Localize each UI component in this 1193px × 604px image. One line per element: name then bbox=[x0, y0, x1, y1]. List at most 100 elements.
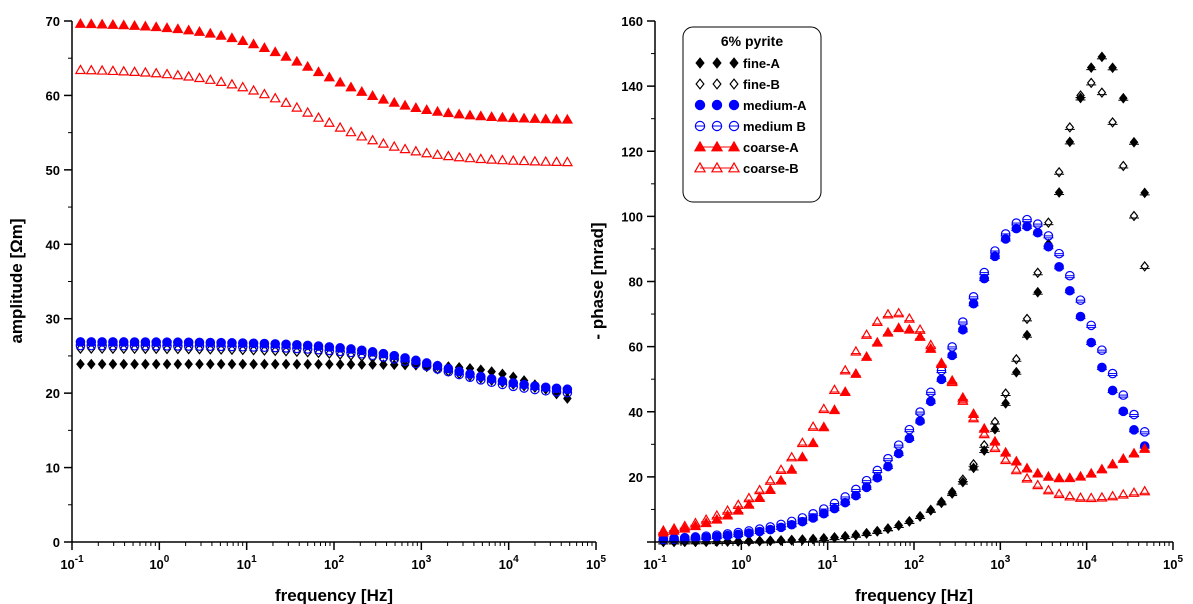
data-point bbox=[925, 339, 937, 350]
data-point bbox=[150, 21, 162, 32]
amplitude-x-tick-label: 103 bbox=[411, 554, 431, 572]
data-point bbox=[119, 358, 129, 370]
data-point bbox=[903, 323, 916, 334]
data-point bbox=[76, 358, 85, 370]
data-point bbox=[947, 350, 957, 361]
data-point bbox=[776, 535, 786, 546]
data-point bbox=[883, 461, 893, 472]
data-point bbox=[1012, 366, 1021, 378]
data-point bbox=[443, 363, 454, 374]
data-point bbox=[335, 358, 345, 370]
data-point bbox=[151, 358, 161, 370]
data-point bbox=[421, 104, 433, 114]
data-point bbox=[1097, 87, 1107, 98]
data-point bbox=[753, 484, 766, 495]
data-point bbox=[893, 448, 904, 459]
legend-marker bbox=[695, 57, 705, 69]
legend-item: medium B bbox=[694, 119, 806, 134]
data-point bbox=[399, 99, 411, 110]
phase-series-medium-b bbox=[658, 214, 1150, 544]
data-point bbox=[872, 472, 883, 483]
legend-marker bbox=[729, 78, 739, 90]
data-point bbox=[238, 344, 248, 356]
data-point bbox=[323, 71, 335, 82]
phase-chart: 10-1 100 101 102 103 104 105 20 40 60 80 100 120 140 1… bbox=[588, 14, 1183, 604]
data-point bbox=[1053, 472, 1065, 483]
data-point bbox=[238, 358, 248, 370]
data-point bbox=[161, 68, 173, 79]
data-point bbox=[1033, 286, 1043, 298]
data-point bbox=[508, 378, 519, 388]
amplitude-data-marks bbox=[74, 18, 574, 404]
amplitude-ticks: 10-1 100 101 102 103 104 105 0 10 20 30 40 50 60 70 bbox=[46, 14, 607, 572]
data-point bbox=[529, 155, 541, 166]
legend-items: fine-A fine-B medium-A medium B coarse-A coar… bbox=[693, 56, 807, 176]
data-point bbox=[1117, 488, 1129, 499]
data-point bbox=[1010, 464, 1022, 475]
data-point bbox=[851, 529, 861, 541]
data-point bbox=[377, 93, 390, 104]
data-point bbox=[882, 326, 894, 337]
legend-marker bbox=[727, 161, 741, 173]
data-point bbox=[851, 529, 861, 541]
data-point bbox=[260, 358, 269, 370]
data-point bbox=[807, 421, 819, 431]
phase-y-tick-label: 120 bbox=[621, 144, 643, 159]
data-point bbox=[1128, 447, 1140, 458]
data-point bbox=[519, 379, 529, 390]
data-point bbox=[280, 97, 292, 107]
data-point bbox=[74, 64, 87, 75]
phase-x-tick-label: 100 bbox=[731, 554, 751, 572]
data-point bbox=[335, 349, 345, 360]
data-point bbox=[1128, 486, 1140, 497]
data-point bbox=[872, 525, 882, 537]
legend: 6% pyrite fine-A fine-B medium-A medium B co… bbox=[682, 26, 822, 203]
data-point bbox=[755, 535, 764, 547]
data-point bbox=[1096, 491, 1108, 502]
data-point bbox=[249, 358, 258, 370]
data-point bbox=[1044, 217, 1053, 229]
legend-marker bbox=[693, 140, 707, 152]
data-point bbox=[721, 509, 734, 520]
data-point bbox=[1054, 187, 1064, 198]
data-point bbox=[206, 344, 215, 355]
data-point bbox=[529, 113, 541, 123]
data-point bbox=[1010, 455, 1022, 466]
data-point bbox=[1119, 92, 1128, 104]
data-point bbox=[1000, 234, 1011, 244]
data-point bbox=[787, 534, 797, 546]
data-point bbox=[689, 517, 702, 528]
data-point bbox=[1086, 337, 1097, 348]
data-point bbox=[292, 358, 302, 370]
legend-box bbox=[682, 26, 822, 203]
phase-x-tick-label: 104 bbox=[1077, 554, 1097, 572]
data-point bbox=[411, 355, 421, 366]
phase-y-tick-label: 20 bbox=[629, 470, 643, 485]
data-point bbox=[431, 105, 444, 116]
data-point bbox=[130, 358, 139, 370]
data-point bbox=[1054, 166, 1064, 178]
data-point bbox=[894, 519, 903, 531]
legend-marker bbox=[710, 140, 724, 152]
data-point bbox=[807, 437, 819, 448]
data-point bbox=[989, 435, 1001, 446]
data-point bbox=[1033, 267, 1043, 279]
data-point bbox=[829, 503, 840, 514]
data-point bbox=[743, 498, 755, 509]
phase-x-tick-label: 103 bbox=[990, 554, 1010, 572]
data-point bbox=[871, 316, 883, 326]
phase-y-axis-title: - phase [mrad] bbox=[588, 222, 607, 339]
legend-label: medium B bbox=[743, 119, 806, 134]
amplitude-x-tick-label: 102 bbox=[324, 554, 344, 572]
amplitude-y-tick-label: 60 bbox=[46, 88, 60, 103]
data-point bbox=[1074, 491, 1087, 502]
data-point bbox=[183, 70, 195, 81]
data-point bbox=[711, 509, 723, 520]
data-point bbox=[314, 347, 323, 359]
phase-x-tick-label: 105 bbox=[1163, 554, 1183, 572]
data-point bbox=[540, 113, 552, 124]
data-point bbox=[1129, 210, 1139, 222]
data-point bbox=[215, 29, 227, 40]
data-point bbox=[1032, 467, 1044, 478]
data-point bbox=[968, 298, 979, 309]
